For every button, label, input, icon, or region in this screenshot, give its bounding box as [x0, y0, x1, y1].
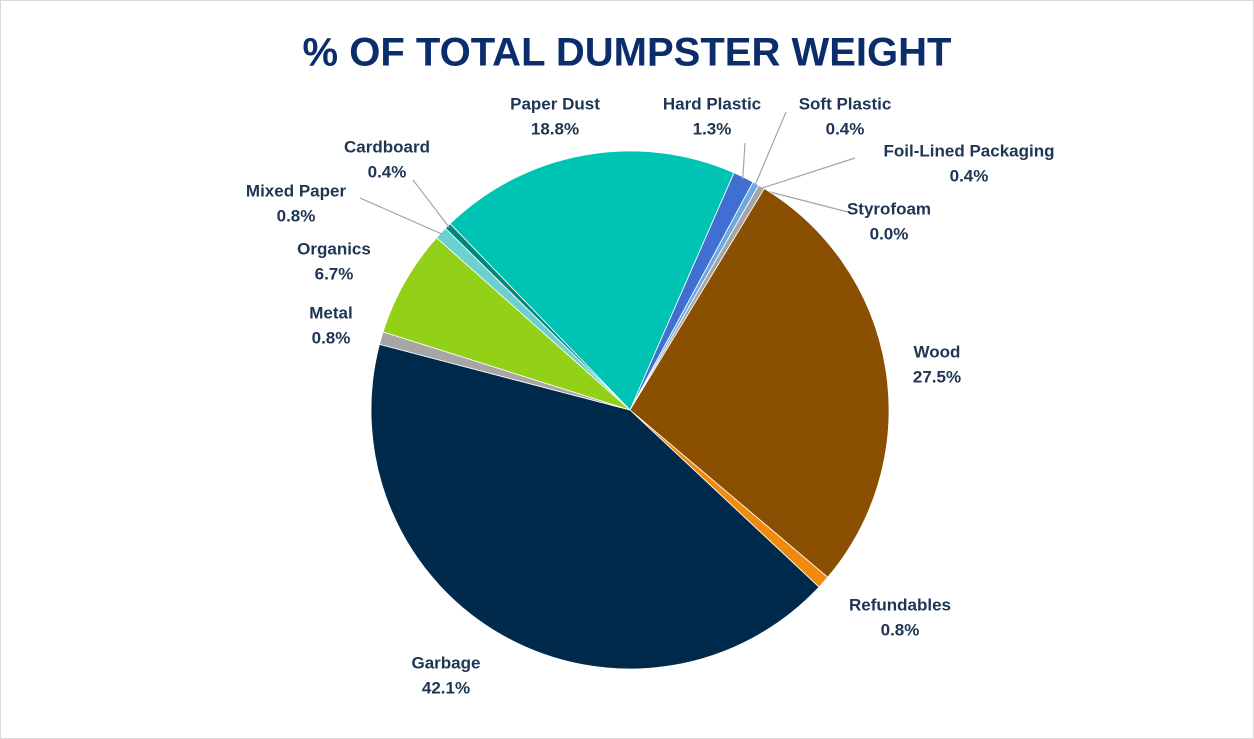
slice-label-name: Garbage: [412, 653, 481, 672]
slice-label-value: 0.8%: [312, 328, 351, 347]
slice-label-name: Paper Dust: [510, 94, 600, 113]
slice-label-value: 0.8%: [277, 206, 316, 225]
leader-line: [742, 142, 746, 180]
slice-label-value: 1.3%: [693, 119, 732, 138]
leader-line: [763, 189, 849, 213]
slice-label-name: Mixed Paper: [246, 181, 347, 200]
slice-label-name: Metal: [309, 303, 352, 322]
leader-line: [412, 179, 450, 228]
slice-label-name: Organics: [297, 239, 371, 258]
slice-label-value: 0.8%: [881, 620, 920, 639]
slice-label-value: 27.5%: [913, 367, 961, 386]
slice-label-value: 18.8%: [531, 119, 579, 138]
slice-label-name: Cardboard: [344, 137, 430, 156]
slice-label-name: Foil-Lined Packaging: [884, 141, 1055, 160]
slice-label-value: 42.1%: [422, 678, 470, 697]
pie-slice: [370, 343, 820, 670]
pie-slice: [382, 237, 631, 411]
pie-slice: [449, 150, 735, 411]
slice-label-name: Refundables: [849, 595, 951, 614]
slice-label-value: 0.4%: [368, 162, 407, 181]
pie-slice: [629, 188, 890, 578]
slice-label-name: Soft Plastic: [799, 94, 892, 113]
leader-line: [760, 157, 856, 190]
slice-label-name: Styrofoam: [847, 199, 931, 218]
slice-label-name: Hard Plastic: [663, 94, 761, 113]
slice-label-name: Wood: [914, 342, 961, 361]
leader-line: [359, 197, 443, 235]
leader-line: [754, 111, 787, 186]
slice-label-value: 0.4%: [950, 166, 989, 185]
slice-label-value: 0.0%: [870, 224, 909, 243]
slice-label-value: 6.7%: [315, 264, 354, 283]
slice-label-value: 0.4%: [826, 119, 865, 138]
chart-title: % OF TOTAL DUMPSTER WEIGHT: [303, 31, 952, 75]
